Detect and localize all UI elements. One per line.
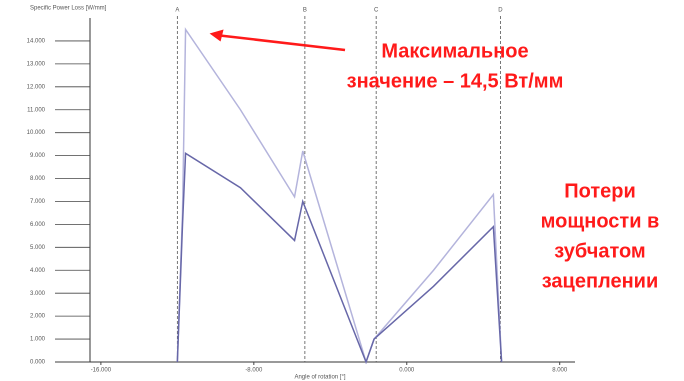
marker-label: C [374,8,379,14]
annotation-arrow [215,33,346,52]
annotation-text: зацеплении [542,270,659,292]
marker-label: A [175,8,179,14]
annotation-text: значение – 14,5 Вт/мм [347,70,564,92]
y-tick-label: 7.000 [30,199,46,205]
y-tick-label: 14.000 [27,39,46,45]
series-line [176,27,503,365]
y-axis-title: Specific Power Loss [W/mm] [30,6,107,12]
y-tick-label: 9.000 [30,153,46,159]
x-tick-label: -16.000 [91,368,112,374]
y-tick-label: 1.000 [30,337,46,343]
y-tick-label: 3.000 [30,291,46,297]
x-tick-label: 8.000 [552,368,568,374]
annotation-text: Потери [564,180,636,202]
marker-label: B [303,8,307,14]
series-line [176,151,503,365]
y-tick-label: 5.000 [30,245,46,251]
marker-label: D [498,8,503,14]
x-axis-title: Angle of rotation [°] [294,375,345,381]
y-tick-label: 6.000 [30,222,46,228]
y-tick-label: 2.000 [30,314,46,320]
y-tick-label: 8.000 [30,176,46,182]
y-tick-label: 12.000 [27,84,46,90]
y-tick-label: 13.000 [27,61,46,67]
y-tick-label: 10.000 [27,130,46,136]
y-tick-label: 4.000 [30,268,46,274]
annotation-text: Максимальное [381,40,528,62]
annotation-text: мощности в [541,210,660,232]
y-tick-label: 11.000 [27,107,46,113]
x-tick-label: 0.000 [399,368,415,374]
y-tick-label: 0.000 [30,360,46,366]
x-tick-label: -8.000 [245,368,263,374]
arrow-head [209,29,224,42]
annotation-text: зубчатом [554,240,645,262]
